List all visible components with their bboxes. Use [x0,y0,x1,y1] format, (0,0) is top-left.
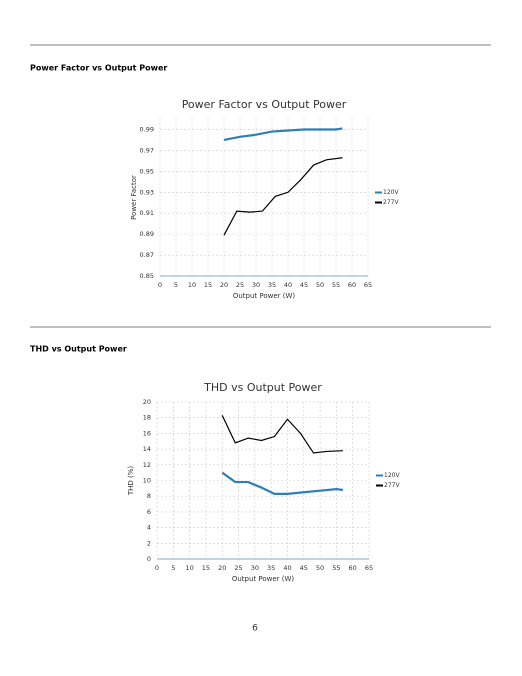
y-tick-label: 4 [147,524,151,532]
y-tick-label: 0.93 [140,188,154,196]
y-axis-label: Power Factor [130,175,138,220]
y-tick-label: 0.95 [140,167,154,175]
series-line [221,471,344,495]
x-tick-label: 25 [234,564,242,572]
x-axis-label: Output Power (W) [233,292,296,300]
chart-title: Power Factor vs Output Power [182,98,347,111]
y-tick-label: 20 [143,398,151,406]
chart-title: THD vs Output Power [203,381,322,394]
x-tick-label: 35 [268,281,276,289]
legend-label: 120V [384,472,400,479]
series-line [221,415,343,454]
y-axis-label: THD (%) [127,466,135,497]
x-tick-label: 15 [204,281,212,289]
y-tick-label: 0.97 [140,146,154,154]
y-tick-label: 8 [147,492,151,500]
legend-label: 277V [384,482,400,489]
page-number: 6 [252,624,258,634]
x-tick-label: 60 [348,281,356,289]
y-tick-label: 14 [143,445,151,453]
x-tick-label: 10 [188,281,196,289]
series-line [223,127,343,142]
y-tick-label: 0.99 [140,125,154,133]
x-tick-label: 55 [332,281,340,289]
x-tick-label: 20 [218,564,226,572]
x-tick-label: 10 [185,564,193,572]
y-tick-label: 0.87 [140,251,154,259]
x-tick-label: 35 [267,564,275,572]
x-tick-label: 40 [284,281,292,289]
x-tick-label: 40 [283,564,291,572]
y-tick-label: 10 [143,477,151,485]
series-line [223,157,343,236]
x-tick-label: 5 [174,281,178,289]
x-tick-label: 50 [316,281,324,289]
y-tick-label: 16 [143,429,151,437]
y-tick-label: 0 [147,555,151,563]
x-tick-label: 45 [300,281,308,289]
x-tick-label: 20 [220,281,228,289]
section-heading: THD vs Output Power [30,345,127,354]
x-tick-label: 15 [202,564,210,572]
section-heading: Power Factor vs Output Power [30,64,167,73]
x-tick-label: 30 [251,564,259,572]
y-tick-label: 0.85 [140,272,154,280]
legend-label: 277V [383,199,399,206]
x-tick-label: 0 [158,281,162,289]
y-tick-label: 18 [143,414,151,422]
x-tick-label: 30 [252,281,260,289]
y-tick-label: 12 [143,461,151,469]
y-tick-label: 6 [147,508,151,516]
y-tick-label: 0.91 [140,209,154,217]
x-tick-label: 65 [364,281,372,289]
y-tick-label: 0.89 [140,230,154,238]
x-tick-label: 50 [316,564,324,572]
x-tick-label: 0 [155,564,159,572]
x-axis-label: Output Power (W) [232,575,295,583]
x-tick-label: 5 [171,564,175,572]
x-tick-label: 25 [236,281,244,289]
x-tick-label: 45 [300,564,308,572]
legend-label: 120V [383,189,399,196]
y-tick-label: 2 [147,539,151,547]
x-tick-label: 55 [332,564,340,572]
x-tick-label: 65 [365,564,373,572]
x-tick-label: 60 [349,564,357,572]
